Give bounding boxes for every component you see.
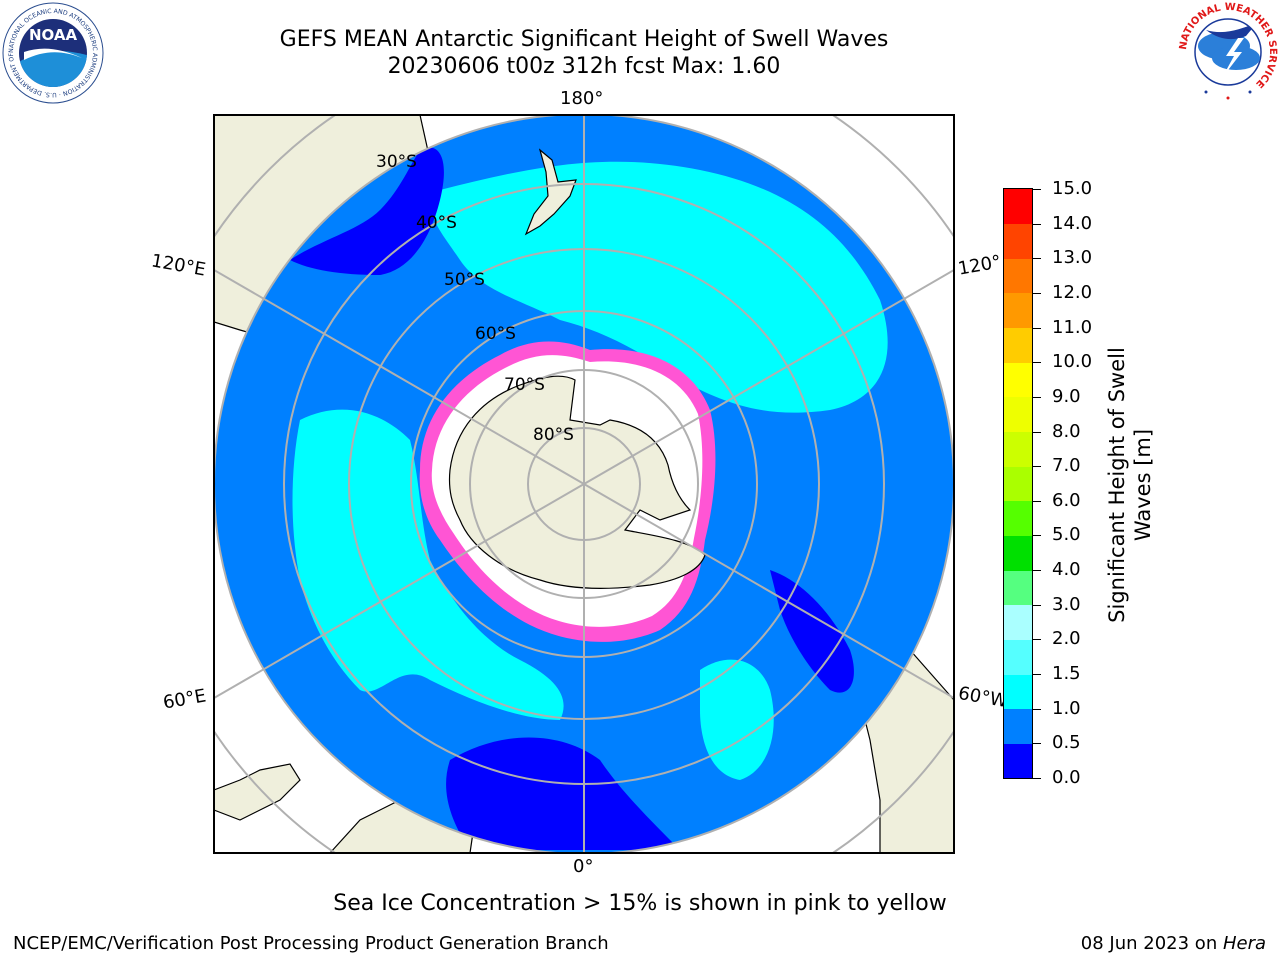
colorbar-tick [1033, 362, 1041, 363]
map-frame [213, 114, 955, 854]
colorbar-tick [1033, 501, 1041, 502]
colorbar-tick-label: 13.0 [1052, 247, 1093, 268]
colorbar-tick [1033, 570, 1041, 571]
colorbar-segment [1004, 327, 1032, 363]
colorbar-segment [1004, 500, 1032, 536]
colorbar-segment [1004, 396, 1032, 433]
colorbar-tick [1033, 397, 1041, 398]
colorbar-tick-label: 6.0 [1052, 490, 1081, 511]
colorbar-tick-label: 8.0 [1052, 421, 1081, 442]
credit-host: Hera [1222, 933, 1266, 954]
colorbar-segment [1004, 223, 1032, 259]
colorbar-segment [1004, 743, 1032, 779]
colorbar-tick-label: 5.0 [1052, 524, 1081, 545]
lat-label-80s: 80°S [533, 425, 574, 445]
colorbar-tick-label: 0.5 [1052, 732, 1081, 753]
colorbar-tick-label: 15.0 [1052, 178, 1093, 199]
sea-ice-note: Sea Ice Concentration > 15% is shown in … [333, 891, 947, 916]
colorbar-title: Significant Height of Swell Waves [m] [1105, 347, 1155, 623]
colorbar-segment [1004, 431, 1032, 467]
lat-label-40s: 40°S [416, 213, 457, 233]
chart-subtitle: 20230606 t00z 312h fcst Max: 1.60 [387, 54, 781, 79]
credit-date: 08 Jun 2023 on Hera [1081, 933, 1266, 955]
credit-date-text: 08 Jun 2023 on [1080, 933, 1223, 954]
colorbar-tick [1033, 189, 1041, 190]
colorbar-tick [1033, 674, 1041, 675]
meridian-60e [214, 483, 585, 699]
colorbar-tick [1033, 709, 1041, 710]
credit-branch: NCEP/EMC/Verification Post Processing Pr… [13, 933, 609, 954]
colorbar-tick [1033, 639, 1041, 640]
lat-label-50s: 50°S [444, 270, 485, 290]
colorbar-tick [1033, 605, 1041, 606]
colorbar-segment [1004, 535, 1032, 571]
colorbar-tick-label: 14.0 [1052, 213, 1093, 234]
chart-title: GEFS MEAN Antarctic Significant Height o… [279, 27, 889, 52]
colorbar-segment [1004, 362, 1032, 398]
colorbar-tick [1033, 293, 1041, 294]
meridian-60w [583, 483, 954, 699]
colorbar-segment [1004, 604, 1032, 640]
lon-label-180: 180° [560, 88, 604, 109]
colorbar-segment [1004, 189, 1032, 225]
svg-text:NOAA: NOAA [29, 26, 78, 44]
colorbar-tick-label: 4.0 [1052, 559, 1081, 580]
colorbar [1003, 188, 1033, 779]
colorbar-tick-label: 3.0 [1052, 594, 1081, 615]
colorbar-tick-label: 1.5 [1052, 663, 1081, 684]
lat-label-70s: 70°S [504, 375, 545, 395]
meridian-120w [583, 269, 954, 485]
colorbar-segment [1004, 258, 1032, 294]
graticule [214, 115, 954, 853]
land-new-zealand [524, 148, 577, 236]
colorbar-segment [1004, 674, 1032, 710]
nws-logo: NATIONAL WEATHER SERVICE [1177, 1, 1279, 103]
colorbar-tick-label: 10.0 [1052, 351, 1093, 372]
colorbar-tick [1033, 432, 1041, 433]
colorbar-tick-label: 1.0 [1052, 698, 1081, 719]
colorbar-segment [1004, 292, 1032, 329]
meridian-120e [214, 269, 585, 485]
colorbar-segment [1004, 466, 1032, 502]
colorbar-segment [1004, 570, 1032, 606]
lat-label-60s: 60°S [475, 324, 516, 344]
colorbar-tick-label: 7.0 [1052, 455, 1081, 476]
colorbar-tick [1033, 224, 1041, 225]
land-madagascar [214, 763, 301, 821]
colorbar-tick-label: 12.0 [1052, 282, 1093, 303]
colorbar-tick-label: 11.0 [1052, 317, 1093, 338]
colorbar-tick [1033, 258, 1041, 259]
noaa-logo: NATIONAL OCEANIC AND ATMOSPHERIC ADMINIS… [2, 2, 104, 104]
colorbar-tick [1033, 743, 1041, 744]
colorbar-tick-label: 2.0 [1052, 628, 1081, 649]
colorbar-tick [1033, 535, 1041, 536]
lat-label-30s: 30°S [376, 152, 417, 172]
colorbar-tick-label: 9.0 [1052, 386, 1081, 407]
colorbar-tick [1033, 466, 1041, 467]
lon-label-0: 0° [573, 856, 594, 877]
colorbar-tick-label: 0.0 [1052, 767, 1081, 788]
colorbar-tick [1033, 328, 1041, 329]
colorbar-tick [1033, 778, 1041, 779]
colorbar-segment [1004, 708, 1032, 744]
colorbar-segment [1004, 639, 1032, 675]
